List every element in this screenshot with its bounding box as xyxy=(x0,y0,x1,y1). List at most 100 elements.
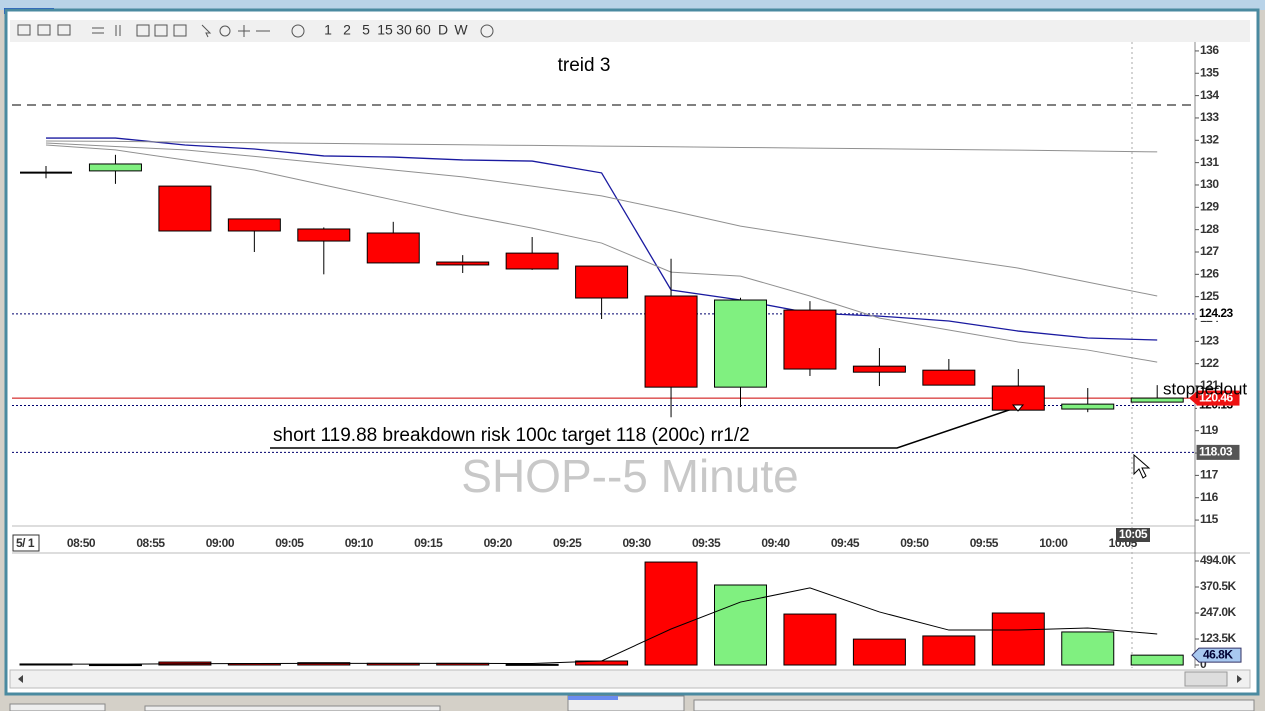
toolbar-icons xyxy=(17,24,494,38)
toolbar xyxy=(10,20,1250,42)
x-tick-label: 09:55 xyxy=(970,536,999,550)
volume-last-label: 46.8K xyxy=(1203,647,1233,661)
note-arrow xyxy=(270,406,1019,449)
x-tick-label: 09:00 xyxy=(206,536,235,550)
y-tick-label: 115 xyxy=(1200,512,1219,526)
y-tick-label: 117 xyxy=(1200,468,1219,482)
interval-button[interactable]: 60 xyxy=(415,22,431,38)
volume-bar xyxy=(783,613,837,666)
candle-body xyxy=(297,228,351,242)
candle-body xyxy=(1130,397,1184,403)
volume-average xyxy=(20,587,1158,665)
candle-body xyxy=(644,295,698,388)
x-tick-label: 09:25 xyxy=(553,536,582,550)
x-tick-label: 08:50 xyxy=(67,536,96,550)
date-label: 5/ 1 xyxy=(16,536,35,550)
candle-body xyxy=(88,163,142,172)
candle-body xyxy=(852,365,906,373)
price-label-arrow xyxy=(1189,391,1197,406)
y-tick-label: 125 xyxy=(1200,289,1219,303)
y-tick-label: 128 xyxy=(1200,222,1219,236)
watermark: SHOP--5 Minute xyxy=(461,450,798,502)
candle-body xyxy=(1061,403,1115,410)
entry-marker xyxy=(1011,404,1025,412)
interval-button[interactable]: 15 xyxy=(377,22,393,38)
volume-tick-label: 123.5K xyxy=(1200,631,1237,645)
volume-bar xyxy=(714,584,767,666)
y-tick-label: 119 xyxy=(1200,423,1219,437)
x-tick-label: 08:55 xyxy=(136,536,165,550)
moving-average xyxy=(45,140,1158,153)
candle-body xyxy=(505,252,559,270)
x-tick-label: 09:05 xyxy=(275,536,304,550)
y-tick-label: 132 xyxy=(1200,132,1219,146)
cursor-time-box xyxy=(1116,528,1150,542)
y-tick-label: 136 xyxy=(1200,43,1219,57)
y-tick-label: 135 xyxy=(1200,65,1219,79)
candle-body xyxy=(436,261,490,266)
price-label-box xyxy=(1197,306,1239,321)
bottom-field xyxy=(144,705,441,711)
y-tick-label: 134 xyxy=(1200,88,1219,102)
volume-tick-label: 0 xyxy=(1200,657,1207,671)
mouse-cursor xyxy=(1133,453,1151,479)
title-strip xyxy=(0,0,1265,10)
interval-button[interactable]: 1 xyxy=(324,22,332,38)
volume-bar xyxy=(88,664,142,667)
interval-button[interactable]: D xyxy=(438,22,448,38)
x-tick-label: 09:30 xyxy=(622,536,651,550)
y-tick-label: 133 xyxy=(1200,110,1219,124)
scrollbar xyxy=(9,669,1251,689)
cursor-time: 10:05 xyxy=(1119,527,1148,541)
x-tick-label: 09:15 xyxy=(414,536,443,550)
interval-button[interactable]: 5 xyxy=(362,22,370,38)
y-tick-label: 116 xyxy=(1200,490,1219,504)
price-label: 118.03 xyxy=(1199,445,1233,459)
volume-bar xyxy=(852,638,906,666)
volume-tick-label: 494.0K xyxy=(1200,553,1237,567)
price-label: 124.23 xyxy=(1199,306,1234,320)
y-tick-label: 129 xyxy=(1200,199,1219,213)
heading: treid 3 xyxy=(558,55,611,76)
x-tick-label: 10:00 xyxy=(1039,536,1068,550)
volume-tick-label: 370.5K xyxy=(1200,579,1237,593)
x-tick-label: 09:35 xyxy=(692,536,721,550)
volume-bar xyxy=(505,663,559,666)
y-tick-label: 127 xyxy=(1200,244,1219,258)
moving-average xyxy=(45,144,1158,363)
x-tick-label: 09:50 xyxy=(900,536,929,550)
bottom-tab-active xyxy=(568,696,618,700)
volume-last-box xyxy=(1191,647,1242,663)
volume-bar xyxy=(991,612,1045,666)
volume-tick-label: 247.0K xyxy=(1200,605,1237,619)
candle-body xyxy=(575,265,629,299)
candle-body xyxy=(922,369,976,386)
y-tick-label: 122 xyxy=(1200,356,1219,370)
plot-area xyxy=(10,42,1250,668)
x-tick-label: 09:20 xyxy=(484,536,513,550)
moving-average xyxy=(45,142,1158,297)
bottom-panel xyxy=(693,699,1255,711)
candle-body xyxy=(366,232,420,264)
interval-button[interactable]: 2 xyxy=(343,22,351,38)
interval-button[interactable]: W xyxy=(454,22,468,38)
y-tick-label: 126 xyxy=(1200,267,1219,281)
x-tick-label: 09:40 xyxy=(761,536,790,550)
price-label-box xyxy=(1196,390,1240,406)
scroll-thumb[interactable] xyxy=(1184,671,1228,687)
x-tick-label: 09:10 xyxy=(345,536,374,550)
price-label-box xyxy=(1196,444,1240,460)
bottom-tab[interactable] xyxy=(9,703,106,711)
candle-body xyxy=(227,218,281,232)
trade-note: short 119.88 breakdown risk 100c target … xyxy=(273,425,750,446)
candle-body xyxy=(158,185,212,232)
moving-average xyxy=(46,137,1158,341)
date-box xyxy=(12,534,40,552)
volume-bar xyxy=(1061,631,1115,666)
y-tick-label: 123 xyxy=(1200,334,1219,348)
interval-button[interactable]: 30 xyxy=(396,22,412,38)
x-tick-label: 09:45 xyxy=(831,536,860,550)
volume-bar xyxy=(922,635,976,666)
